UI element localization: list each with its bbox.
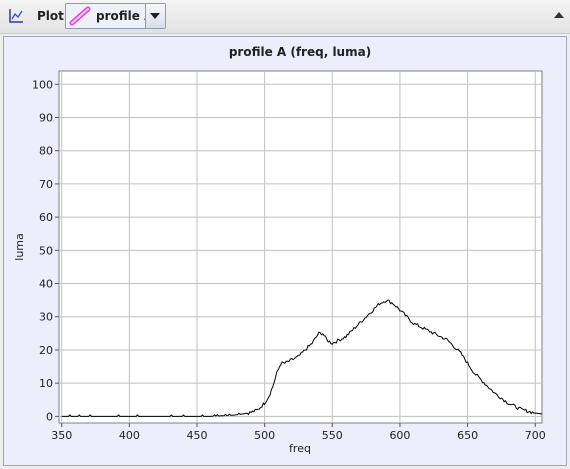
x-tick-label: 600 xyxy=(389,429,410,442)
y-tick-label: 10 xyxy=(39,377,53,390)
y-tick-label: 100 xyxy=(32,78,53,91)
plot-label: Plot xyxy=(37,9,64,23)
x-tick-label: 450 xyxy=(187,429,208,442)
y-tick-label: 50 xyxy=(39,244,53,257)
x-tick-label: 350 xyxy=(51,429,72,442)
x-tick-label: 650 xyxy=(457,429,478,442)
grid-lines xyxy=(59,71,542,423)
chart-title: profile A (freq, luma) xyxy=(229,45,371,59)
profile-swatch-icon xyxy=(69,6,91,26)
plot-area[interactable] xyxy=(58,70,543,424)
plot-axes-icon[interactable] xyxy=(7,7,25,25)
profile-line xyxy=(61,299,543,417)
y-tick-label: 90 xyxy=(39,111,53,124)
y-tick-label: 20 xyxy=(39,344,53,357)
chevron-down-icon[interactable] xyxy=(145,4,165,28)
profile-selector[interactable]: profile A xyxy=(65,3,166,29)
plot-panel: 350 400 450 500 550 600 650 700 0 10 20 30 40 50 60 70 8… xyxy=(3,36,567,466)
x-axis-label: freq xyxy=(289,442,311,455)
collapse-up-icon[interactable] xyxy=(554,12,564,20)
plot-toolbar: Plot profile A xyxy=(0,0,570,34)
x-tick-label: 700 xyxy=(525,429,546,442)
y-tick-label: 70 xyxy=(39,178,53,191)
y-tick-label: 60 xyxy=(39,211,53,224)
y-tick-label: 40 xyxy=(39,278,53,291)
tick-labels: 350 400 450 500 550 600 650 700 0 10 20 30 40 50 60 70 8… xyxy=(32,78,546,442)
x-tick-label: 400 xyxy=(119,429,140,442)
y-tick-label: 0 xyxy=(46,410,53,423)
y-tick-label: 80 xyxy=(39,145,53,158)
profile-selector-label: profile A xyxy=(96,9,154,23)
x-tick-label: 500 xyxy=(254,429,275,442)
y-tick-label: 30 xyxy=(39,311,53,324)
x-tick-label: 550 xyxy=(322,429,343,442)
y-axis-label: luma xyxy=(13,233,26,260)
chart[interactable]: 350 400 450 500 550 600 650 700 0 10 20 30 40 50 60 70 8… xyxy=(4,37,566,465)
